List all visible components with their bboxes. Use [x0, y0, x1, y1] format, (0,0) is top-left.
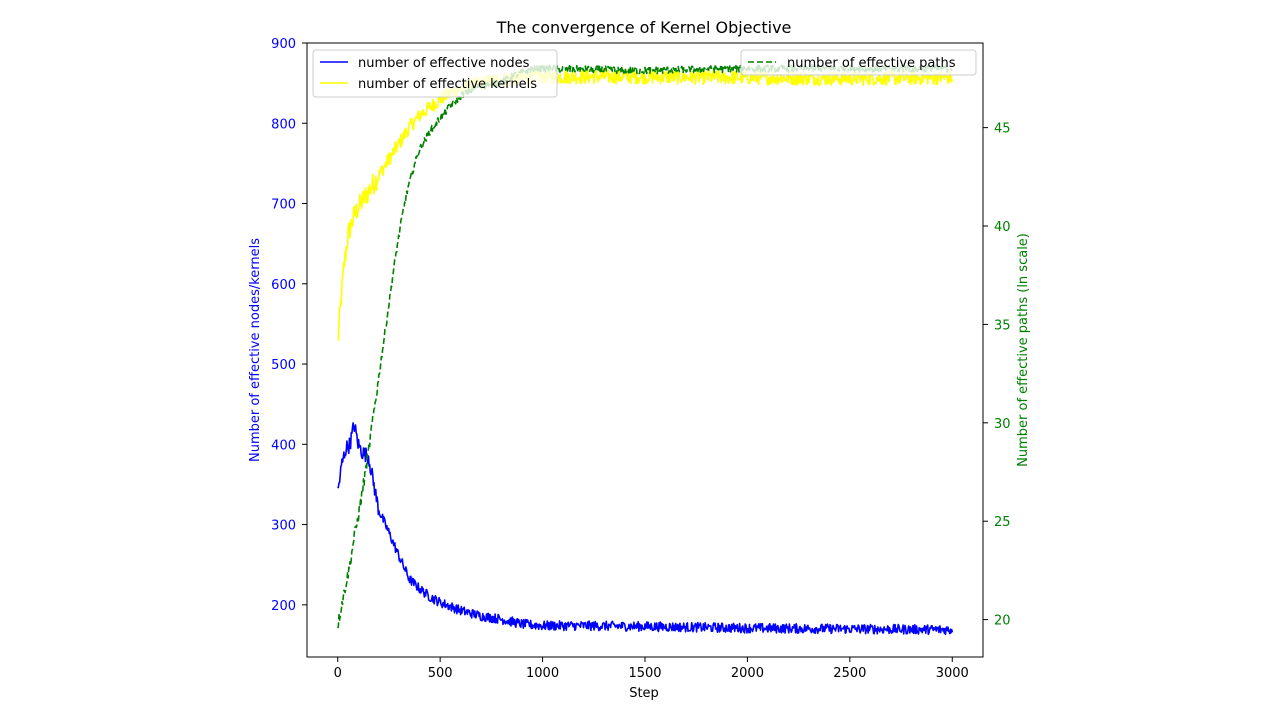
y-left-tick-label: 400 — [271, 438, 296, 453]
y-right-tick-label: 45 — [994, 122, 1011, 137]
y-left-tick-label: 900 — [271, 37, 296, 52]
x-axis-label: Step — [629, 686, 659, 701]
y-left-tick-label: 700 — [271, 198, 296, 213]
legend-left-box — [312, 49, 558, 98]
y-right-tick-label: 30 — [994, 417, 1011, 432]
series-line-paths — [336, 64, 953, 629]
ticks-layer: 0 500 1000 1500 2000 2500 3000 200 300 400 500 600 7… — [271, 37, 1010, 681]
legend-label-nodes: number of effective nodes — [358, 56, 530, 71]
x-tick-label: 1000 — [526, 666, 559, 681]
y-right-tick-label: 40 — [994, 220, 1011, 235]
y-left-tick-label: 300 — [271, 519, 296, 534]
y-right-tick-label: 20 — [994, 614, 1011, 629]
y-right-tick-label: 25 — [994, 515, 1011, 530]
y-left-tick-label: 800 — [271, 117, 296, 132]
legend-label-paths: number of effective paths — [787, 56, 956, 71]
legend-right-box — [740, 49, 977, 76]
x-tick-label: 1500 — [628, 666, 661, 681]
x-tick-label: 3000 — [936, 666, 969, 681]
legend-right: number of effective paths — [740, 49, 977, 76]
series-line-nodes — [337, 422, 954, 636]
y-left-tick-label: 600 — [271, 278, 296, 293]
series-line-kernels — [337, 68, 954, 342]
legend-left: number of effective nodes number of effe… — [312, 49, 558, 98]
y-right-tick-label: 35 — [994, 318, 1011, 333]
x-tick-label: 2000 — [731, 666, 764, 681]
series-layer — [336, 64, 954, 636]
legend-label-kernels: number of effective kernels — [358, 77, 537, 92]
x-tick-label: 0 — [334, 666, 342, 681]
x-tick-label: 500 — [428, 666, 453, 681]
y-axis-right-label: Number of effective paths (ln scale) — [1016, 233, 1031, 467]
y-axis-left-label: Number of effective nodes/kernels — [248, 238, 263, 462]
chart-title: The convergence of Kernel Objective — [496, 18, 792, 37]
y-left-tick-label: 200 — [271, 599, 296, 614]
x-tick-label: 2500 — [833, 666, 866, 681]
y-left-tick-label: 500 — [271, 358, 296, 373]
